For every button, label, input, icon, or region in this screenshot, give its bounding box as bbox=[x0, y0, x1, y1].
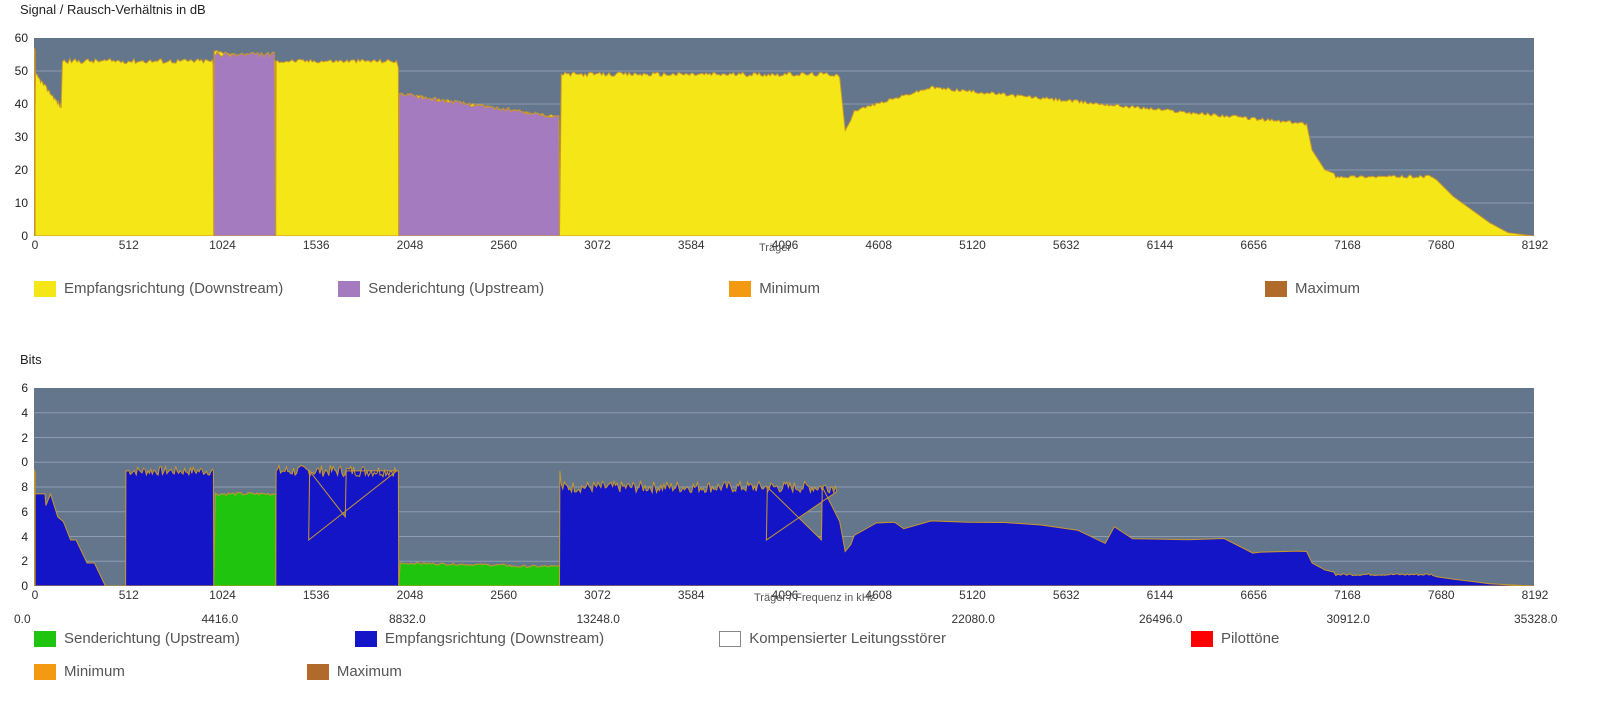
minimum-bits-color-swatch bbox=[34, 664, 56, 680]
bits-x-tick-5632: 5632 bbox=[1051, 588, 1081, 602]
snr-y-tick-30: 30 bbox=[2, 130, 28, 144]
snr-chart-block: Signal / Rausch-Verhältnis in dB 60 50 40 3… bbox=[0, 0, 1620, 300]
snr-x-tick-512: 512 bbox=[114, 238, 144, 252]
bits-y-tick-1: 4 bbox=[2, 406, 28, 420]
upstream-bits-color-swatch bbox=[34, 631, 56, 647]
pilot-tones-color-swatch bbox=[1191, 631, 1213, 647]
bits-y-tick-3: 0 bbox=[2, 455, 28, 469]
bits-x-tick-3072: 3072 bbox=[583, 588, 613, 602]
legend-item-downstream-snr[interactable]: Empfangsrichtung (Downstream) bbox=[34, 280, 283, 297]
legend-item-upstream-bits[interactable]: Senderichtung (Upstream) bbox=[34, 630, 240, 647]
snr-y-tick-60: 60 bbox=[2, 31, 28, 45]
snr-x-tick-1536: 1536 bbox=[301, 238, 331, 252]
legend-item-compensated-disturber[interactable]: Kompensierter Leitungsstörer bbox=[719, 630, 946, 647]
bits-chart-title: Bits bbox=[20, 352, 42, 367]
snr-plot-area[interactable] bbox=[34, 38, 1534, 236]
snr-x-tick-2560: 2560 bbox=[489, 238, 519, 252]
bits-x-freq-tick-8: 35328.0 bbox=[1514, 612, 1557, 626]
snr-x-tick-5120: 5120 bbox=[958, 238, 988, 252]
disturber-color-swatch bbox=[719, 631, 741, 647]
bits-x-tick-3584: 3584 bbox=[676, 588, 706, 602]
bits-x-axis-title: Träger / Frequenz in kHz bbox=[754, 592, 875, 604]
snr-x-tick-8192: 8192 bbox=[1520, 238, 1550, 252]
bits-x-tick-512: 512 bbox=[114, 588, 144, 602]
bits-y-tick-2: 2 bbox=[2, 431, 28, 445]
bits-x-tick-8192: 8192 bbox=[1520, 588, 1550, 602]
bits-x-tick-6656: 6656 bbox=[1239, 588, 1269, 602]
snr-x-tick-5632: 5632 bbox=[1051, 238, 1081, 252]
bits-x-tick-2560: 2560 bbox=[489, 588, 519, 602]
bits-y-tick-4: 8 bbox=[2, 480, 28, 494]
minimum-color-swatch bbox=[729, 281, 751, 297]
snr-x-tick-7680: 7680 bbox=[1426, 238, 1456, 252]
bits-x-tick-6144: 6144 bbox=[1145, 588, 1175, 602]
bits-x-tick-5120: 5120 bbox=[958, 588, 988, 602]
bits-x-freq-tick-0: 0.0 bbox=[14, 612, 31, 626]
maximum-color-swatch bbox=[1265, 281, 1287, 297]
bits-legend: Senderichtung (Upstream) Empfangsrichtun… bbox=[34, 630, 1584, 680]
bits-x-tick-1024: 1024 bbox=[208, 588, 238, 602]
snr-y-tick-40: 40 bbox=[2, 97, 28, 111]
bits-x-tick-7680: 7680 bbox=[1426, 588, 1456, 602]
legend-item-maximum-bits[interactable]: Maximum bbox=[307, 663, 402, 680]
snr-x-tick-6144: 6144 bbox=[1145, 238, 1175, 252]
upstream-color-swatch bbox=[338, 281, 360, 297]
bits-x-tick-0: 0 bbox=[20, 588, 50, 602]
legend-item-maximum-snr[interactable]: Maximum bbox=[1265, 280, 1360, 297]
legend-item-minimum-bits[interactable]: Minimum bbox=[34, 663, 125, 680]
snr-x-tick-6656: 6656 bbox=[1239, 238, 1269, 252]
snr-x-tick-2048: 2048 bbox=[395, 238, 425, 252]
bits-y-tick-7: 2 bbox=[2, 554, 28, 568]
bits-x-freq-tick-3: 13248.0 bbox=[577, 612, 620, 626]
bits-y-tick-6: 4 bbox=[2, 530, 28, 544]
snr-legend: Empfangsrichtung (Downstream) Sendericht… bbox=[34, 280, 1415, 297]
snr-y-tick-50: 50 bbox=[2, 64, 28, 78]
bits-x-freq-tick-2: 8832.0 bbox=[389, 612, 426, 626]
legend-item-downstream-bits[interactable]: Empfangsrichtung (Downstream) bbox=[355, 630, 604, 647]
bits-y-tick-5: 6 bbox=[2, 505, 28, 519]
snr-x-tick-1024: 1024 bbox=[208, 238, 238, 252]
bits-x-freq-tick-1: 4416.0 bbox=[202, 612, 239, 626]
bits-plot-area[interactable] bbox=[34, 388, 1534, 586]
snr-x-tick-7168: 7168 bbox=[1333, 238, 1363, 252]
maximum-bits-color-swatch bbox=[307, 664, 329, 680]
legend-item-pilot-tones[interactable]: Pilottöne bbox=[1191, 630, 1279, 647]
downstream-color-swatch bbox=[34, 281, 56, 297]
bits-x-tick-7168: 7168 bbox=[1333, 588, 1363, 602]
snr-x-axis-title: Träger bbox=[759, 242, 791, 254]
snr-x-tick-3072: 3072 bbox=[583, 238, 613, 252]
bits-y-tick-0: 6 bbox=[2, 381, 28, 395]
snr-x-tick-0: 0 bbox=[20, 238, 50, 252]
downstream-bits-color-swatch bbox=[355, 631, 377, 647]
bits-x-tick-1536: 1536 bbox=[301, 588, 331, 602]
bits-x-freq-tick-5: 22080.0 bbox=[952, 612, 995, 626]
bits-x-freq-tick-7: 30912.0 bbox=[1327, 612, 1370, 626]
bits-x-freq-tick-6: 26496.0 bbox=[1139, 612, 1182, 626]
dsl-diagnostic-page: Signal / Rausch-Verhältnis in dB 60 50 40 3… bbox=[0, 0, 1620, 714]
bits-x-tick-2048: 2048 bbox=[395, 588, 425, 602]
snr-y-tick-10: 10 bbox=[2, 196, 28, 210]
legend-item-minimum-snr[interactable]: Minimum bbox=[729, 280, 820, 297]
legend-item-upstream-snr[interactable]: Senderichtung (Upstream) bbox=[338, 280, 544, 297]
snr-chart-title: Signal / Rausch-Verhältnis in dB bbox=[20, 2, 206, 17]
snr-x-tick-4608: 4608 bbox=[864, 238, 894, 252]
snr-y-tick-20: 20 bbox=[2, 163, 28, 177]
snr-x-tick-3584: 3584 bbox=[676, 238, 706, 252]
